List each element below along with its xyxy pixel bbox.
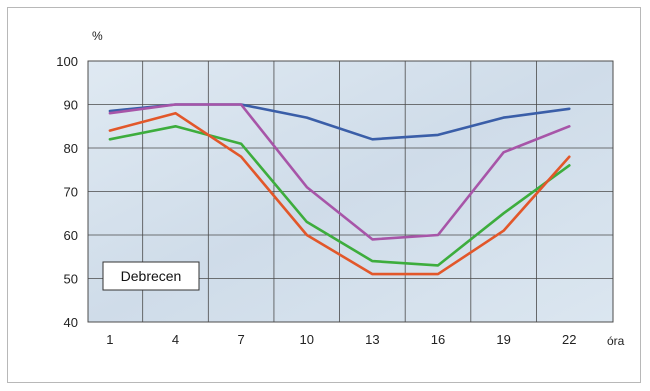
city-label-box xyxy=(102,261,200,291)
x-axis-unit: óra xyxy=(607,334,625,348)
y-tick-label: 100 xyxy=(56,54,78,69)
x-tick-label: 10 xyxy=(300,332,314,347)
y-tick-label: 40 xyxy=(64,315,78,330)
x-tick-label: 22 xyxy=(562,332,576,347)
y-tick-label: 90 xyxy=(64,98,78,113)
y-axis-unit: % xyxy=(92,29,103,43)
x-tick-label: 16 xyxy=(431,332,445,347)
city-label: Debrecen xyxy=(121,268,182,284)
x-tick-label: 19 xyxy=(496,332,510,347)
y-tick-label: 60 xyxy=(64,228,78,243)
x-tick-label: 13 xyxy=(365,332,379,347)
series-line-2 xyxy=(108,103,571,241)
x-tick-label: 4 xyxy=(172,332,179,347)
x-tick-label: 7 xyxy=(238,332,245,347)
series-line-4 xyxy=(108,111,571,276)
series-line-3 xyxy=(108,125,571,267)
y-tick-label: 50 xyxy=(64,272,78,287)
y-tick-label: 70 xyxy=(64,185,78,200)
axis-ticks: 40 50 60 70 80 90 100 1 4 7 10 13 16 19 22 xyxy=(56,54,576,347)
x-tick-label: 1 xyxy=(106,332,113,347)
series-lines xyxy=(108,103,571,276)
y-tick-label: 80 xyxy=(64,141,78,156)
